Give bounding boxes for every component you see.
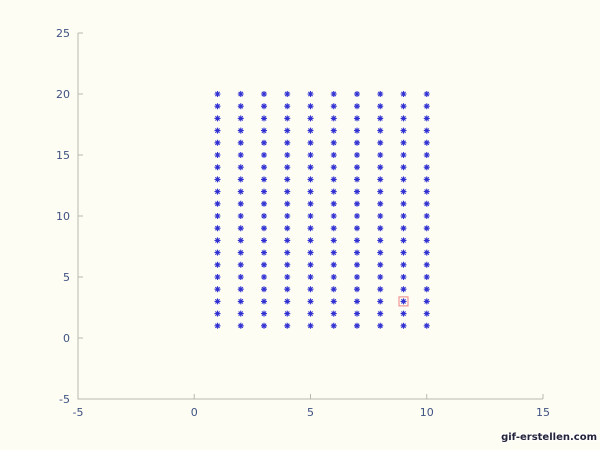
y-tick-label: 10 [56,210,70,223]
y-tick-label: 20 [56,88,70,101]
scatter-points [214,91,430,329]
x-tick-label: 10 [420,406,434,419]
y-tick-label: 5 [63,271,70,284]
x-tick-label: 15 [536,406,550,419]
x-tick-label: 5 [307,406,314,419]
highlighted-point-box [398,296,409,307]
x-tick-label: -5 [73,406,84,419]
tick-marks [77,32,544,400]
y-tick-label: 0 [63,332,70,345]
y-tick-label: -5 [59,393,70,406]
y-tick-label: 25 [56,27,70,40]
y-tick-label: 15 [56,149,70,162]
watermark: gif-erstellen.com [501,432,597,443]
x-tick-label: 0 [191,406,198,419]
